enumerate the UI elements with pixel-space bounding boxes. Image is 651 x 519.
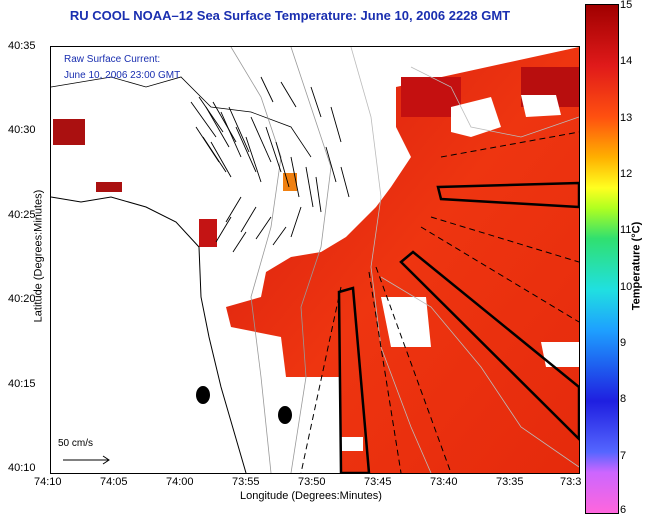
xtick: 73:40: [430, 476, 458, 488]
current-info-line1: Raw Surface Current:: [64, 54, 161, 65]
cloud-gap: [381, 297, 431, 347]
cloud-gap: [341, 437, 363, 451]
bathymetry-contour: [290, 47, 332, 473]
sampling-zone: [399, 250, 579, 441]
colorbar-tick: 8: [620, 393, 627, 405]
xtick: 73:3: [560, 476, 582, 488]
map-title: RU COOL NOAA–12 Sea Surface Temperature:…: [69, 8, 511, 23]
radar-sector-lines: [300, 131, 579, 473]
sst-patch: [96, 182, 122, 192]
sst-map-canvas: [51, 47, 579, 473]
cloud-gap: [451, 97, 501, 137]
colorbar-tick: 11: [620, 224, 632, 236]
mooring-marker: [278, 406, 292, 424]
coastline: [51, 196, 247, 473]
sst-patch: [199, 219, 217, 247]
xtick: 74:10: [34, 476, 62, 488]
cloud-gap: [521, 95, 561, 117]
colorbar-tick: 7: [620, 450, 627, 462]
ytick: 40:35: [8, 40, 36, 52]
bathymetry-contour: [230, 47, 282, 473]
land: [51, 197, 246, 473]
ytick: 40:25: [8, 209, 36, 221]
bathymetry-contour: [350, 47, 432, 473]
current-info-line2: June 10, 2006 23:00 GMT: [64, 70, 181, 81]
colorbar-label: Temperature (°C): [630, 221, 643, 311]
colorbar-tick: 6: [620, 504, 627, 516]
colorbar-tick: 10: [620, 281, 633, 293]
ytick: 40:20: [8, 293, 36, 305]
mooring-marker: [196, 386, 210, 404]
y-axis-label: Latitude (Degrees:Minutes): [32, 189, 45, 323]
scale-label: 50 cm/s: [58, 438, 94, 449]
xtick: 74:05: [100, 476, 128, 488]
colorbar-tick: 9: [620, 337, 627, 349]
bathymetry-contour: [410, 66, 579, 138]
sst-patch: [53, 119, 85, 145]
colorbar-tick: 14: [620, 55, 633, 67]
bathymetry-contour: [380, 276, 579, 468]
temperature-colorbar: [585, 4, 619, 514]
xtick: 73:35: [496, 476, 524, 488]
colorbar-tick: 15: [620, 0, 633, 11]
sst-map[interactable]: [50, 46, 580, 474]
coastline: [51, 76, 312, 158]
ytick: 40:10: [8, 462, 36, 474]
colorbar-tick: 12: [620, 168, 633, 180]
xtick: 73:45: [364, 476, 392, 488]
x-axis-label: Longitude (Degrees:Minutes): [240, 490, 382, 502]
ytick: 40:15: [8, 378, 36, 390]
xtick: 73:50: [298, 476, 326, 488]
xtick: 74:00: [166, 476, 194, 488]
current-vectors: [190, 76, 350, 253]
ytick: 40:30: [8, 124, 36, 136]
sampling-zone: [337, 286, 371, 473]
xtick: 73:55: [232, 476, 260, 488]
cloud-gap: [541, 342, 579, 367]
colorbar-tick: 13: [620, 112, 633, 124]
sampling-zone: [436, 181, 579, 209]
